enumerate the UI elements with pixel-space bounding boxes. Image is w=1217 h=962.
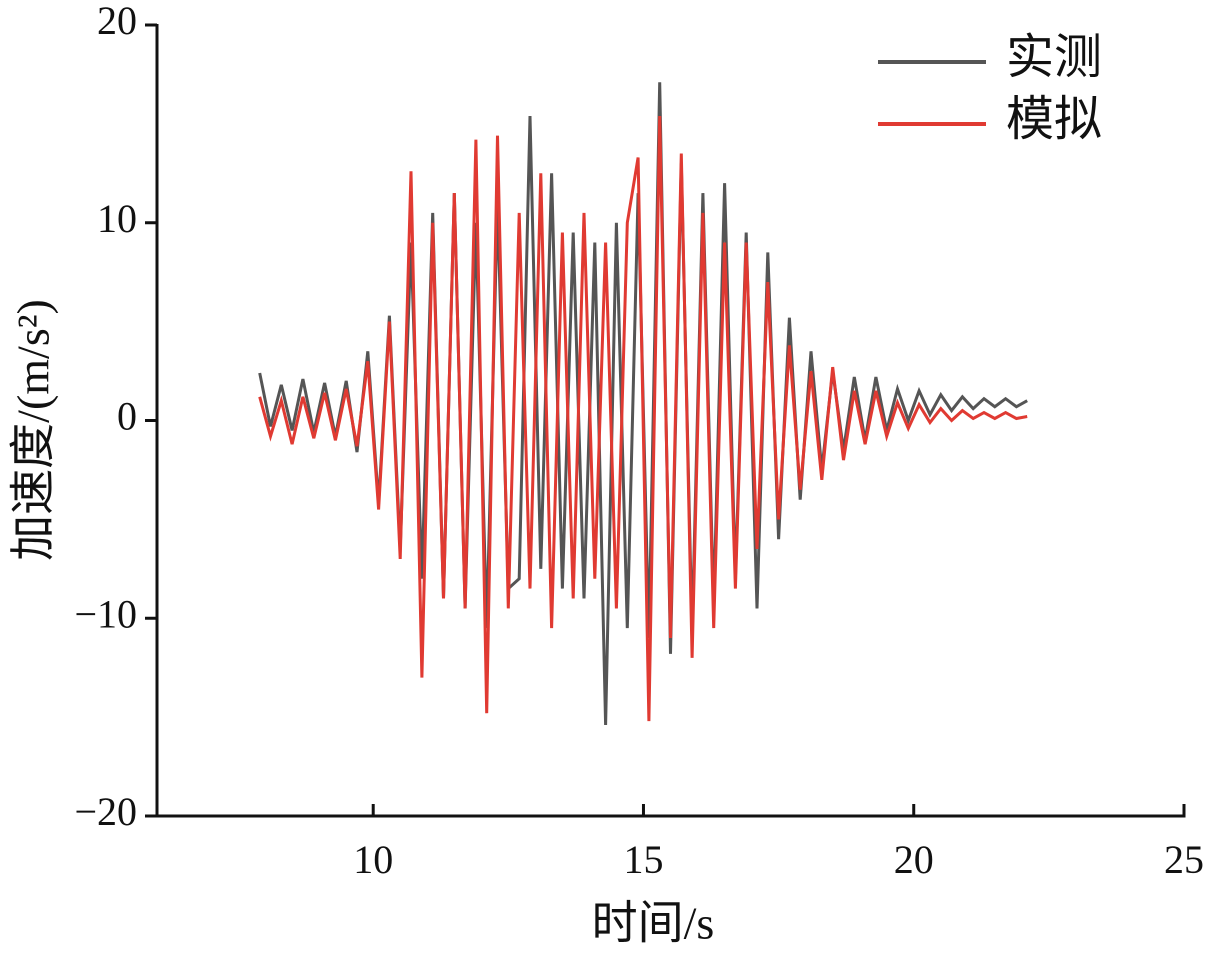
y-tick-label: 20 xyxy=(97,0,137,43)
y-tick-label: 10 xyxy=(97,196,137,241)
x-tick-label: 25 xyxy=(1164,837,1204,882)
legend-label: 实测 xyxy=(1006,31,1102,84)
data-line xyxy=(258,115,1028,722)
y-tick-label: −10 xyxy=(74,591,137,636)
legend-label: 模拟 xyxy=(1006,93,1102,146)
x-tick-label: 20 xyxy=(894,837,934,882)
y-tick-label: 0 xyxy=(117,394,137,439)
y-axis-label: 加速度/(m/s²) xyxy=(8,299,59,561)
x-tick-label: 10 xyxy=(353,837,393,882)
x-tick-label: 15 xyxy=(623,837,663,882)
y-tick-label: −20 xyxy=(74,789,137,834)
x-axis-label: 时间/s xyxy=(592,898,715,949)
